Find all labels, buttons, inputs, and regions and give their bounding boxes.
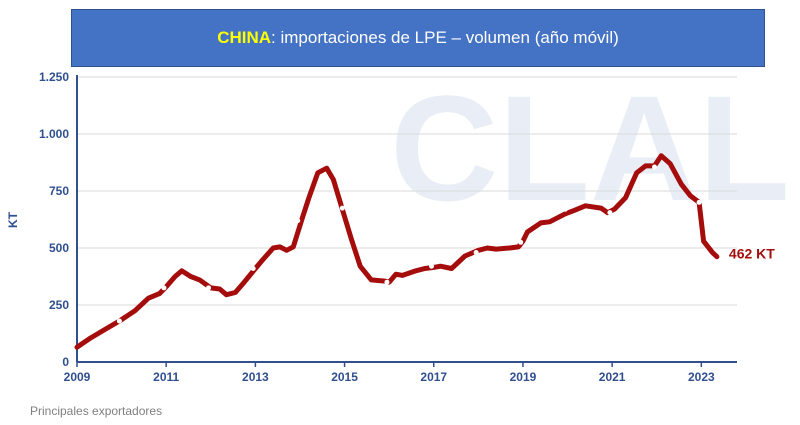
- series-markers: [116, 164, 702, 324]
- y-tick-label: 500: [49, 241, 69, 255]
- series-marker: [339, 205, 345, 211]
- series-marker: [206, 285, 212, 291]
- y-tick-label: 1.000: [39, 127, 69, 141]
- x-tick-label: 2015: [331, 370, 358, 384]
- series-marker: [652, 164, 657, 170]
- series-marker: [607, 210, 613, 216]
- x-tick-label: 2019: [510, 370, 537, 384]
- chart-title-bar: CHINA: importaciones de LPE – volumen (a…: [71, 9, 765, 67]
- series-marker: [161, 285, 167, 291]
- x-axis: 2009 2011 2013 2015 2017 2019 2021 2023: [64, 361, 737, 384]
- x-tick-label: 2011: [153, 370, 179, 384]
- x-tick-label: 2009: [64, 370, 91, 384]
- series-china-imports: [74, 153, 720, 350]
- footer-caption: Principales exportadores: [30, 404, 163, 418]
- y-tick-label: 750: [49, 184, 69, 198]
- series-marker: [696, 199, 702, 205]
- end-value-label: 462 KT: [729, 246, 775, 262]
- y-tick-label: 0: [62, 355, 69, 369]
- x-tick-label: 2023: [688, 370, 715, 384]
- series-marker: [384, 279, 390, 285]
- chart-title-country: CHINA: [217, 28, 272, 47]
- chart-title-text: : importaciones de LPE – volumen (año mó…: [271, 28, 619, 47]
- series-marker: [518, 239, 524, 245]
- x-tick-label: 2021: [599, 370, 626, 384]
- series-marker: [250, 266, 256, 272]
- y-axis: 0 250 500 750 1.000 1.250: [39, 70, 78, 369]
- series-marker: [295, 218, 301, 224]
- x-tick-label: 2013: [242, 370, 269, 384]
- series-marker: [116, 318, 122, 324]
- series-marker: [473, 250, 479, 256]
- series-marker: [562, 206, 568, 212]
- y-axis-label: KT: [6, 211, 20, 228]
- y-tick-label: 250: [49, 298, 69, 312]
- series-line: [74, 153, 720, 350]
- x-tick-label: 2017: [420, 370, 447, 384]
- y-tick-label: 1.250: [39, 70, 69, 84]
- series-marker: [429, 263, 435, 269]
